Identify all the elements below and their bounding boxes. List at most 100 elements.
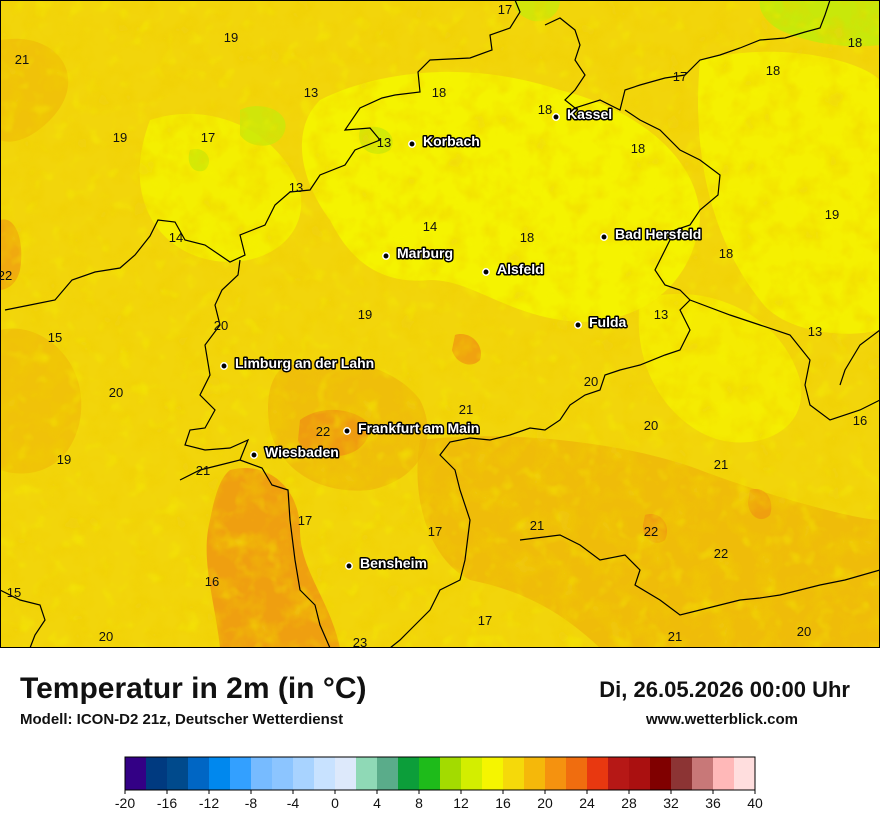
- temperature-value: 19: [825, 207, 839, 222]
- city-label: Limburg an der Lahn: [235, 355, 374, 371]
- temperature-value: 15: [7, 585, 21, 600]
- legend-tick-label: -16: [157, 795, 177, 811]
- city-label: Kassel: [567, 106, 612, 122]
- state-border-ne3: [839, 329, 880, 386]
- temperature-value: 20: [214, 318, 228, 333]
- temperature-value: 21: [459, 402, 473, 417]
- legend-swatch: [503, 757, 525, 790]
- temperature-value: 20: [584, 374, 598, 389]
- legend-swatch: [167, 757, 189, 790]
- city-korbach: Korbach: [408, 132, 481, 151]
- temperature-value: 19: [113, 130, 127, 145]
- temperature-value: 19: [224, 30, 238, 45]
- legend-tick-label: -20: [115, 795, 135, 811]
- temperature-value: 17: [298, 513, 312, 528]
- legend-tick-label: 16: [495, 795, 511, 811]
- legend-swatch: [398, 757, 420, 790]
- legend-swatch: [419, 757, 441, 790]
- legend-swatch: [251, 757, 273, 790]
- legend-tick-label: 12: [453, 795, 469, 811]
- temperature-value: 22: [0, 268, 12, 283]
- state-border-east: [389, 109, 721, 648]
- temperature-value: 16: [205, 574, 219, 589]
- temperature-value: 20: [109, 385, 123, 400]
- temperature-value: 13: [304, 85, 318, 100]
- temperature-value: 19: [358, 307, 372, 322]
- legend-tick-label: 8: [415, 795, 423, 811]
- temperature-value: 21: [15, 52, 29, 67]
- temperature-values: 17 21 19 18 13 18 17 18 18 19 17 13 13 18 14 14 18 18 19 22…: [0, 2, 867, 648]
- city-bad-hersfeld: Bad Hersfeld: [600, 225, 703, 244]
- footer: [0, 648, 880, 830]
- city-dot: [250, 451, 258, 459]
- legend-swatch: [587, 757, 609, 790]
- city-dot: [345, 562, 353, 570]
- temperature-value: 17: [201, 130, 215, 145]
- city-fulda: Fulda: [574, 313, 628, 332]
- legend-swatch: [230, 757, 252, 790]
- temperature-value: 20: [797, 624, 811, 639]
- temperature-value: 15: [48, 330, 62, 345]
- mottle-layer-light: [0, 0, 880, 648]
- city-wiesbaden: Wiesbaden: [250, 443, 340, 462]
- temperature-value: 13: [808, 324, 822, 339]
- model-info: Modell: ICON-D2 21z, Deutscher Wetterdie…: [20, 711, 344, 728]
- city-frankfurt-am-main: Frankfurt am Main: [343, 419, 481, 438]
- legend-swatch: [293, 757, 315, 790]
- temperature-value: 18: [520, 230, 534, 245]
- temperature-value: 20: [644, 418, 658, 433]
- legend-frame: [124, 756, 756, 791]
- city-dot: [408, 140, 416, 148]
- city-dot: [600, 233, 608, 241]
- legend-tick-label: -8: [245, 795, 258, 811]
- legend-swatch: [335, 757, 357, 790]
- city-kassel: Kassel: [552, 105, 614, 124]
- legend-swatch: [650, 757, 672, 790]
- city-label: Wiesbaden: [265, 444, 339, 460]
- legend-swatch: [146, 757, 168, 790]
- legend-swatch: [188, 757, 210, 790]
- legend-tick-label: 20: [537, 795, 553, 811]
- city-dot: [382, 252, 390, 260]
- legend-swatch: [692, 757, 714, 790]
- legend-tick-label: 4: [373, 795, 381, 811]
- color-legend: -20 -16 -12 -8 -4 0 4 8 12 16 20 24 28 32 36 40: [115, 756, 763, 811]
- legend-swatch: [545, 757, 567, 790]
- temperature-value: 14: [423, 219, 437, 234]
- city-label: Fulda: [589, 314, 627, 330]
- temperature-value: 17: [478, 613, 492, 628]
- state-border-ne2: [689, 299, 880, 421]
- state-border-se: [519, 534, 880, 616]
- temperature-value: 13: [289, 180, 303, 195]
- legend-tick-label: 0: [331, 795, 339, 811]
- legend-swatch: [524, 757, 546, 790]
- temperature-value: 14: [169, 230, 183, 245]
- state-border-east-north: [544, 0, 831, 111]
- temperature-value: 13: [654, 307, 668, 322]
- temperature-value: 22: [316, 424, 330, 439]
- website-link[interactable]: www.wetterblick.com: [646, 711, 798, 728]
- temperature-value: 18: [848, 35, 862, 50]
- temperature-value: 18: [631, 141, 645, 156]
- map-title: Temperatur in 2m (in °C): [20, 672, 367, 705]
- city-limburg-an-der-lahn: Limburg an der Lahn: [220, 354, 376, 373]
- city-dot: [343, 427, 351, 435]
- forecast-datetime: Di, 26.05.2026 00:00 Uhr: [599, 677, 850, 702]
- temperature-value: 22: [644, 524, 658, 539]
- city-marburg: Marburg: [382, 244, 455, 263]
- temperature-value: 22: [714, 546, 728, 561]
- temperature-value: 17: [428, 524, 442, 539]
- state-border: [4, 0, 521, 311]
- legend-swatch: [713, 757, 735, 790]
- legend-swatch: [734, 757, 756, 790]
- city-dot: [552, 113, 560, 121]
- city-label: Bad Hersfeld: [615, 226, 701, 242]
- temperature-value: 21: [714, 457, 728, 472]
- city-bensheim: Bensheim: [345, 554, 428, 573]
- legend-swatch: [272, 757, 294, 790]
- city-label: Korbach: [423, 133, 480, 149]
- legend-swatch: [629, 757, 651, 790]
- temperature-value: 13: [377, 135, 391, 150]
- legend-swatch: [461, 757, 483, 790]
- city-dot: [574, 321, 582, 329]
